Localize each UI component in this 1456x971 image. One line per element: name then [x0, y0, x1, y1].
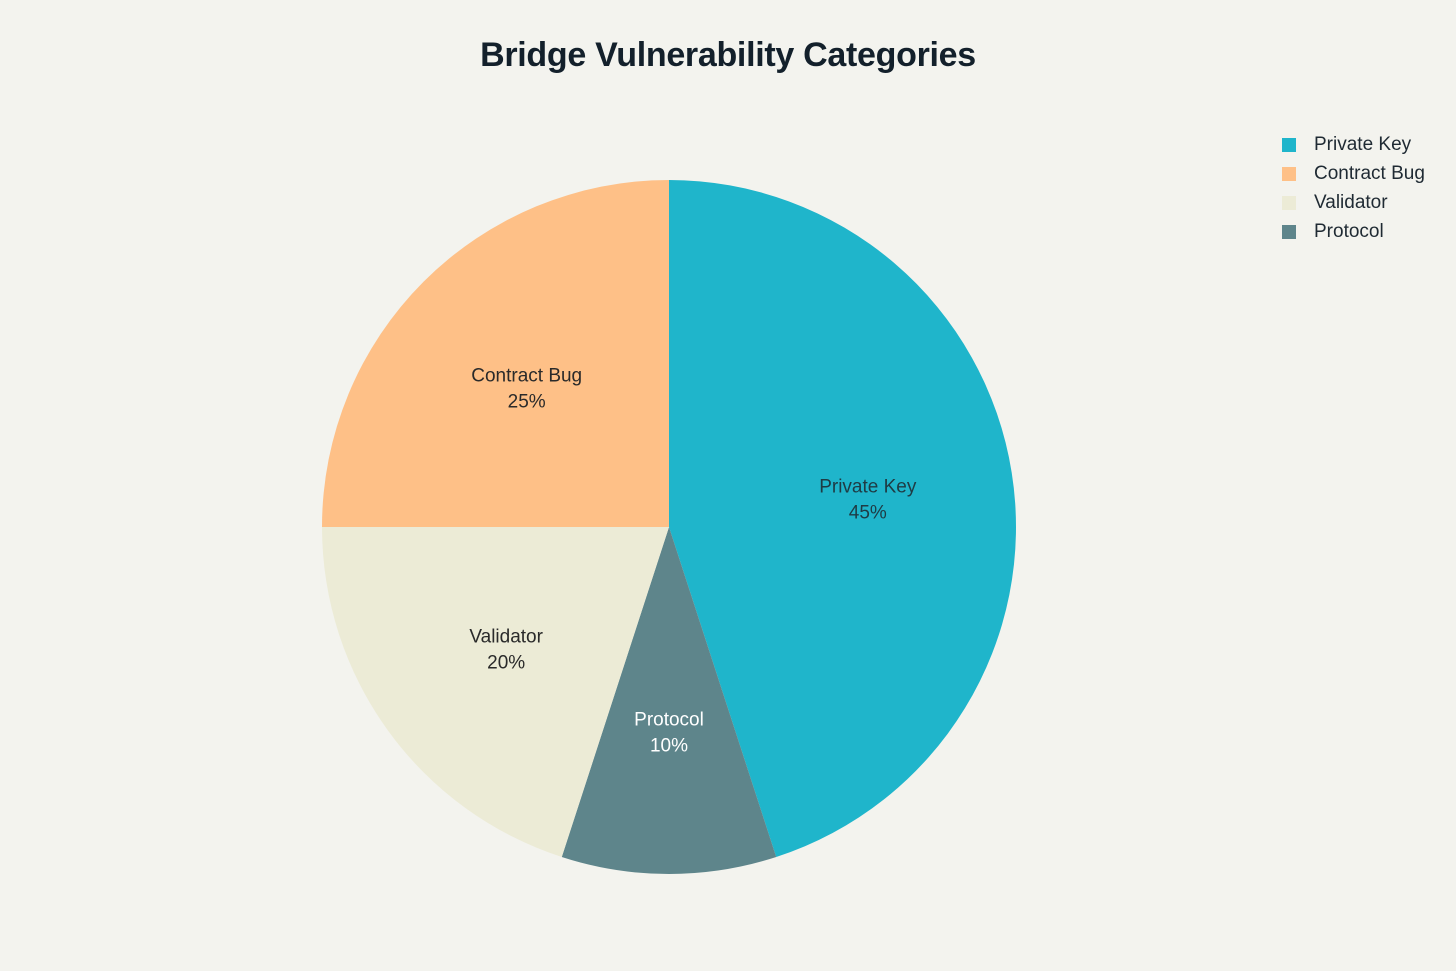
legend-label: Private Key [1314, 133, 1412, 155]
legend-label: Validator [1314, 191, 1388, 213]
legend-item-contract-bug[interactable]: Contract Bug [1282, 159, 1452, 188]
legend-item-private-key[interactable]: Private Key [1282, 130, 1452, 159]
legend-label: Contract Bug [1314, 162, 1425, 184]
legend-swatch [1282, 195, 1296, 210]
legend: Private Key Contract Bug Validator Protocol [1282, 130, 1452, 246]
legend-item-protocol[interactable]: Protocol [1282, 217, 1452, 246]
slice-label-private-key: Private Key [819, 477, 917, 498]
slice-label-validator: Validator [469, 626, 543, 647]
slice-value-protocol: 10% [650, 735, 688, 756]
legend-swatch [1282, 137, 1296, 152]
pie-slice-contract-bug[interactable] [322, 180, 669, 527]
chart-title: Bridge Vulnerability Categories [480, 36, 976, 74]
pie-slice-protocol[interactable] [561, 527, 777, 874]
pie-slice-private-key[interactable] [669, 180, 1016, 858]
legend-swatch [1282, 224, 1296, 239]
legend-label: Protocol [1314, 220, 1384, 242]
slice-label-contract-bug: Contract Bug [471, 366, 582, 387]
slice-value-contract-bug: 25% [508, 392, 546, 413]
pie-slice-validator[interactable] [322, 527, 669, 858]
legend-swatch [1282, 166, 1296, 181]
slice-label-protocol: Protocol [634, 709, 704, 730]
legend-item-validator[interactable]: Validator [1282, 188, 1452, 217]
slice-value-validator: 20% [487, 652, 525, 673]
slice-value-private-key: 45% [849, 503, 887, 524]
